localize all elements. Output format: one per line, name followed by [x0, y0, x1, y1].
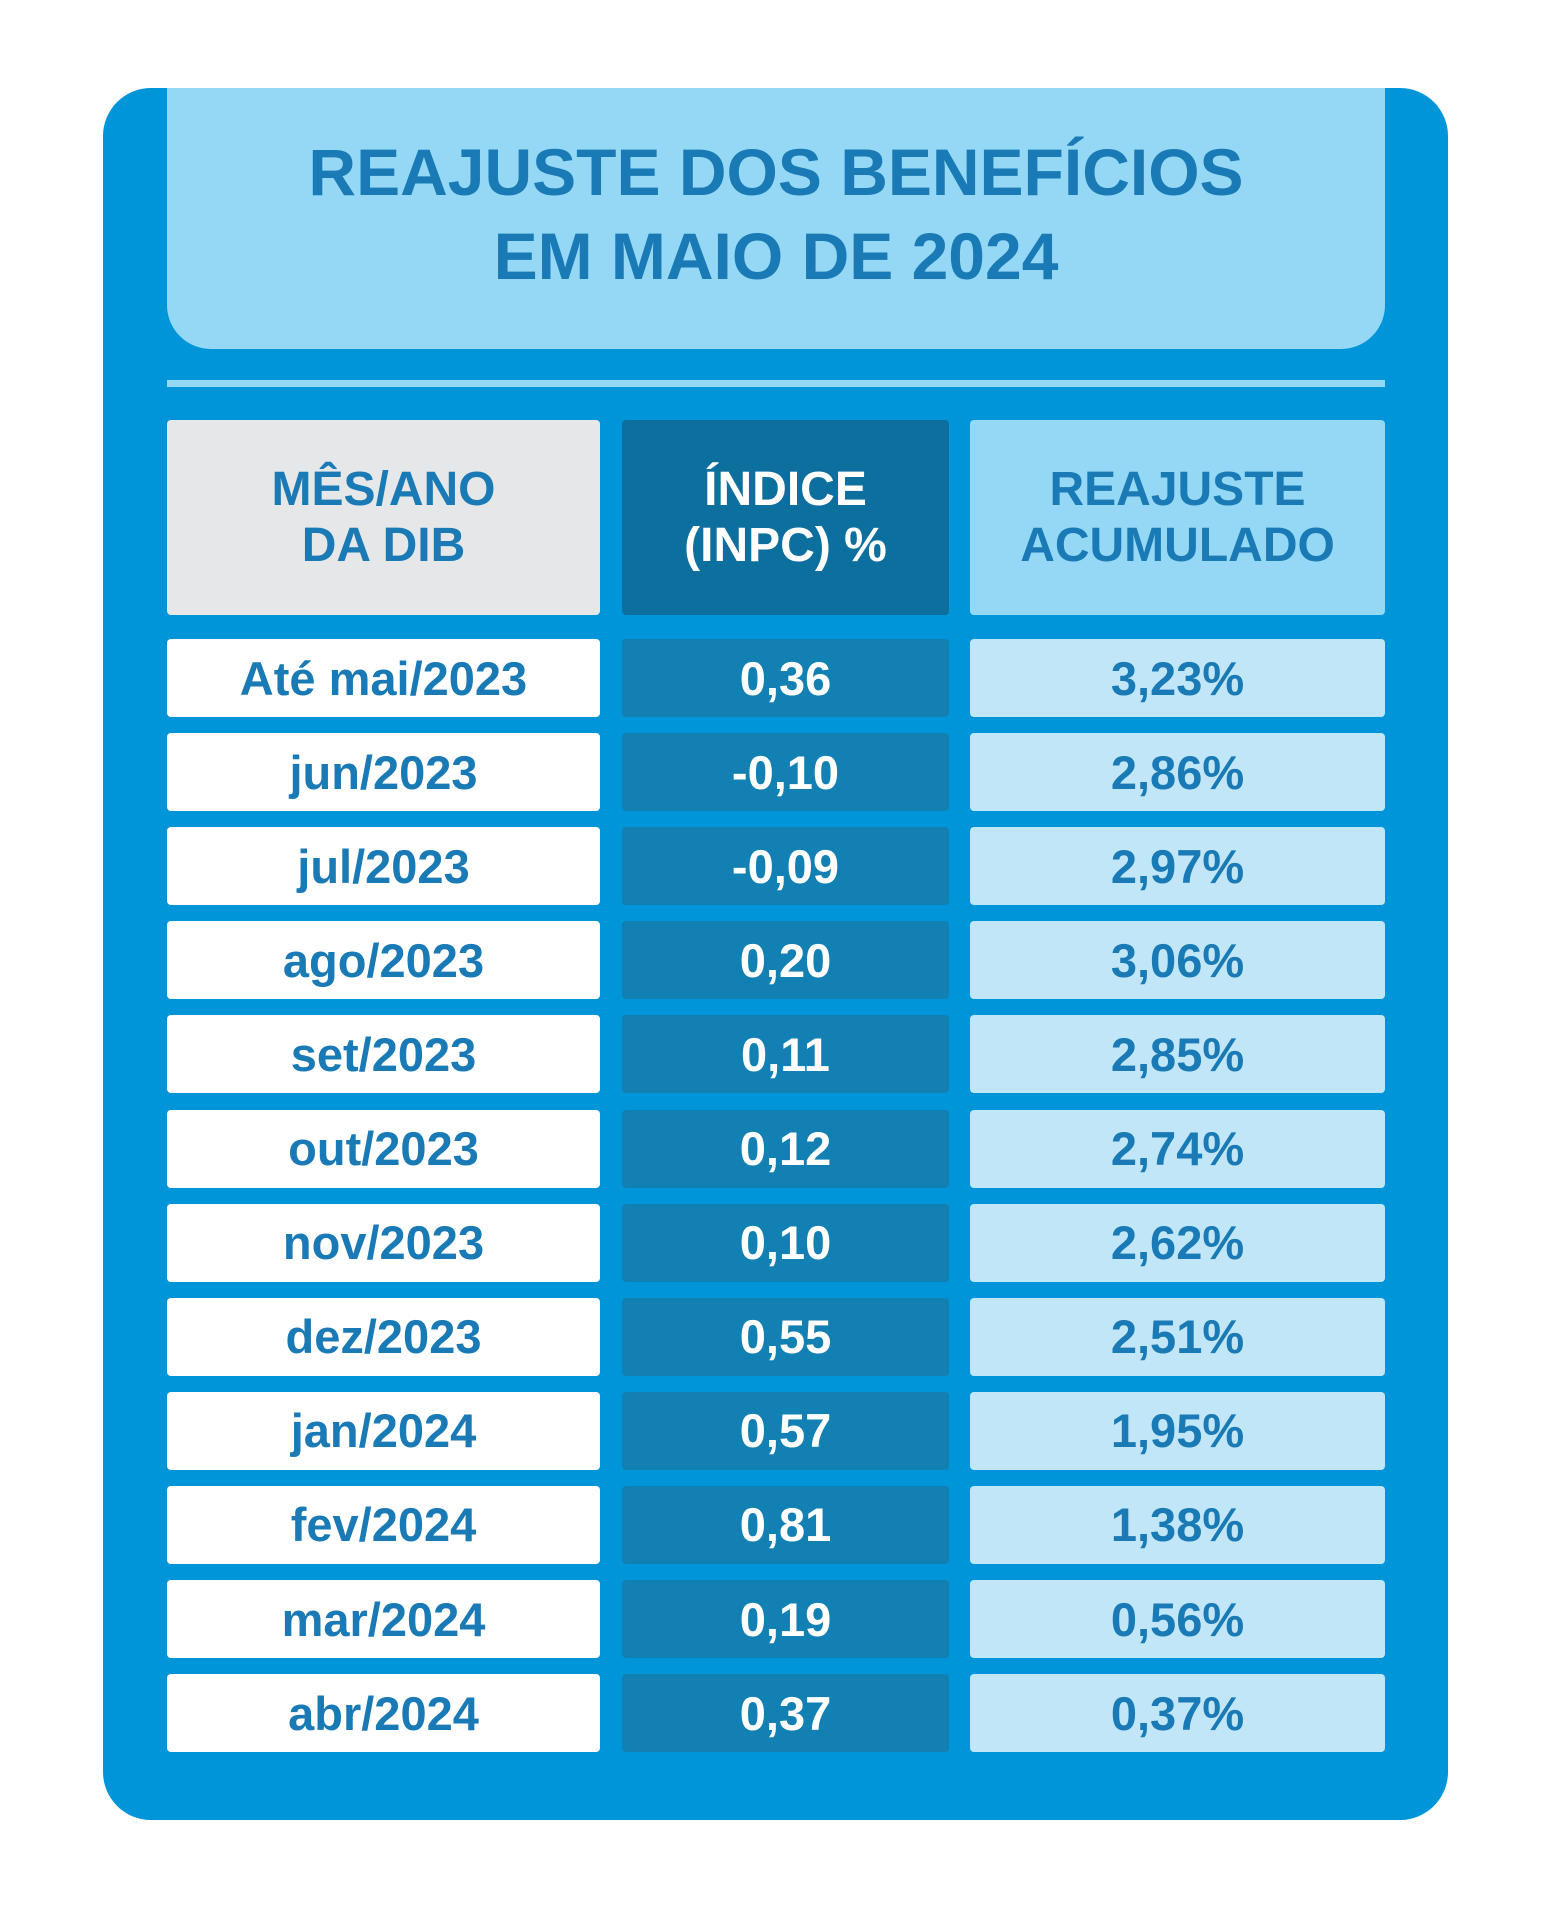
- table-cell: 0,56%: [970, 1580, 1385, 1658]
- table-cell: 0,55: [622, 1297, 949, 1376]
- table-cell: 0,81: [622, 1485, 949, 1564]
- table-cell: 2,97%: [970, 827, 1385, 906]
- header-line: (INPC) %: [684, 518, 887, 572]
- table-cell: jun/2023: [167, 733, 600, 812]
- table-cell: 0,10: [622, 1203, 949, 1282]
- table-cell: fev/2024: [167, 1485, 600, 1564]
- table-cell: 1,95%: [970, 1391, 1385, 1470]
- table-cell: abr/2024: [167, 1674, 600, 1753]
- table-cell: 0,37: [622, 1674, 949, 1753]
- table-cell: 1,38%: [970, 1485, 1385, 1564]
- table-cell: 2,62%: [970, 1203, 1385, 1282]
- table-cell: 3,23%: [970, 639, 1385, 717]
- table-cell: 0,36: [622, 639, 949, 717]
- column-header: MÊS/ANO DA DIB: [167, 420, 600, 615]
- header-line: DA DIB: [301, 518, 466, 572]
- table-cell: 0,19: [622, 1580, 949, 1658]
- table-cell: dez/2023: [167, 1297, 600, 1376]
- table-cell: -0,09: [622, 827, 949, 906]
- table-cell: out/2023: [167, 1109, 600, 1188]
- header-line: MÊS/ANO: [271, 462, 496, 516]
- table-cell: 2,51%: [970, 1297, 1385, 1376]
- header-line: ÍNDICE: [704, 462, 867, 516]
- header-line: REAJUSTE: [1049, 462, 1306, 516]
- table-cell: 2,85%: [970, 1015, 1385, 1094]
- title-line: REAJUSTE DOS BENEFÍCIOS: [308, 134, 1244, 209]
- table-cell: 0,12: [622, 1109, 949, 1188]
- header-line: ACUMULADO: [1020, 518, 1335, 572]
- table-cell: -0,10: [622, 733, 949, 812]
- column-header: REAJUSTE ACUMULADO: [970, 420, 1385, 615]
- title-box: REAJUSTE DOS BENEFÍCIOS EM MAIO DE 2024: [167, 88, 1385, 349]
- table-cell: 0,20: [622, 921, 949, 1000]
- table-cell: jan/2024: [167, 1391, 600, 1470]
- table-cell: 3,06%: [970, 921, 1385, 1000]
- table-cell: nov/2023: [167, 1203, 600, 1282]
- table-cell: 0,57: [622, 1391, 949, 1470]
- table-cell: 0,11: [622, 1015, 949, 1094]
- table-cell: 2,86%: [970, 733, 1385, 812]
- table-cell: mar/2024: [167, 1580, 600, 1658]
- table-cell: ago/2023: [167, 921, 600, 1000]
- table-cell: Até mai/2023: [167, 639, 600, 717]
- divider: [167, 380, 1385, 387]
- column-header: ÍNDICE (INPC) %: [622, 420, 949, 615]
- title-line: EM MAIO DE 2024: [493, 218, 1059, 293]
- table-cell: set/2023: [167, 1015, 600, 1094]
- table-cell: 2,74%: [970, 1109, 1385, 1188]
- table-cell: jul/2023: [167, 827, 600, 906]
- table-cell: 0,37%: [970, 1674, 1385, 1753]
